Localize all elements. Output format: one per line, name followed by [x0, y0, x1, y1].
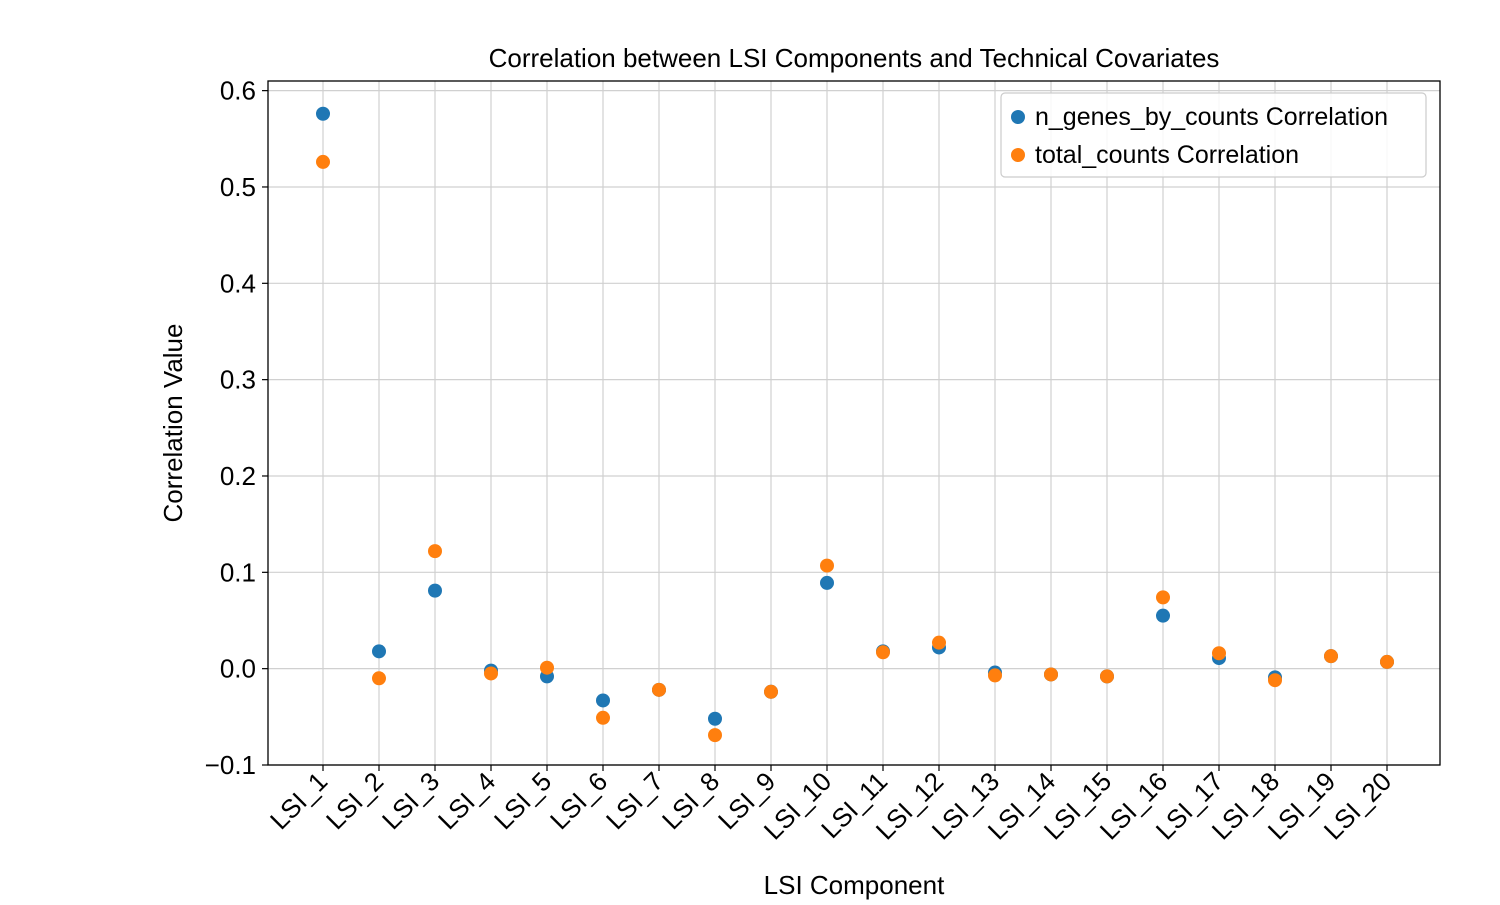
data-point-series-1	[372, 644, 386, 659]
data-point-series-2	[988, 668, 1002, 683]
data-point-series-2	[540, 660, 554, 675]
legend-label: total_counts Correlation	[1035, 141, 1299, 169]
x-axis-label: LSI Component	[764, 870, 945, 900]
data-point-series-2	[372, 671, 386, 686]
data-point-series-2	[316, 154, 330, 169]
chart-title: Correlation between LSI Components and T…	[489, 43, 1220, 73]
data-point-series-1	[708, 711, 722, 726]
y-tick-label: 0.1	[220, 557, 256, 587]
data-point-series-2	[1044, 667, 1058, 682]
legend-marker	[1011, 148, 1025, 162]
data-point-series-1	[820, 575, 834, 590]
x-tick-label: LSI_7	[600, 766, 669, 835]
data-point-series-2	[652, 682, 666, 697]
legend-label: n_genes_by_counts Correlation	[1035, 103, 1388, 131]
y-tick-label: −0.1	[205, 750, 256, 780]
grid-lines	[268, 81, 1440, 766]
data-point-series-2	[876, 645, 890, 660]
data-point-series-2	[596, 710, 610, 725]
data-point-series-2	[428, 544, 442, 559]
data-point-series-2	[764, 684, 778, 699]
data-point-series-1	[316, 106, 330, 121]
legend-box	[1000, 92, 1427, 178]
x-tick-label: LSI_2	[320, 766, 389, 835]
x-tick-label: LSI_6	[544, 766, 613, 835]
data-point-series-2	[708, 728, 722, 743]
data-point-series-2	[1212, 646, 1226, 661]
data-point-series-2	[932, 635, 946, 650]
y-tick-label: 0.3	[220, 365, 256, 395]
data-point-series-2	[1324, 649, 1338, 664]
data-point-series-2	[1268, 673, 1282, 688]
data-point-series-2	[820, 558, 834, 573]
y-tick-label: 0.4	[220, 268, 256, 298]
data-points	[316, 106, 1394, 743]
data-point-series-1	[428, 583, 442, 598]
legend: n_genes_by_counts Correlation total_count…	[1000, 92, 1427, 178]
data-point-series-1	[596, 693, 610, 708]
y-tick-label: 0.5	[220, 172, 256, 202]
y-axis-label: Correlation Value	[158, 324, 188, 523]
x-tick-label: LSI_1	[264, 766, 333, 835]
x-tick-label: LSI_5	[488, 766, 557, 835]
x-tick-label: LSI_8	[656, 766, 725, 835]
data-point-series-2	[1156, 590, 1170, 605]
y-tick-label: 0.0	[220, 654, 256, 684]
y-tick-label: 0.6	[220, 76, 256, 106]
data-point-series-2	[1100, 669, 1114, 684]
data-point-series-2	[484, 666, 498, 681]
x-tick-label: LSI_3	[376, 766, 445, 835]
x-axis: LSI_1LSI_2LSI_3LSI_4LSI_5LSI_6LSI_7LSI_8…	[264, 765, 1397, 846]
data-point-series-1	[1156, 608, 1170, 623]
plot-frame	[267, 80, 1441, 766]
y-tick-label: 0.2	[220, 461, 256, 491]
x-tick-label: LSI_4	[432, 766, 501, 835]
y-axis: −0.1 0.0 0.1 0.2 0.3 0.4 0.5 0.6	[205, 76, 268, 780]
data-point-series-2	[1380, 654, 1394, 669]
legend-marker	[1011, 110, 1025, 124]
